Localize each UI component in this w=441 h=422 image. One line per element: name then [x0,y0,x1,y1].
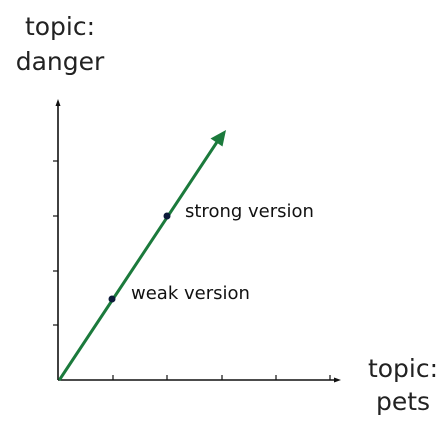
y-axis-ticks [53,160,58,326]
x-axis-title-line1: topic: [368,354,438,383]
y-axis-title-line1: topic: [25,12,95,41]
y-axis-title-line2: danger [16,47,105,76]
x-axis-ticks [112,375,331,380]
y-axis-arrowhead [55,99,61,106]
x-axis-title-line2: pets [376,387,430,416]
axes-group [57,104,336,381]
strong-version-point [163,212,171,220]
x-axis-arrowhead [334,377,341,383]
concept-vector-arrowhead [210,130,226,147]
weak-version-point [108,295,116,303]
concept-vector-line [58,137,221,381]
strong-version-label: strong version [185,201,314,222]
weak-version-label: weak version [131,283,250,304]
